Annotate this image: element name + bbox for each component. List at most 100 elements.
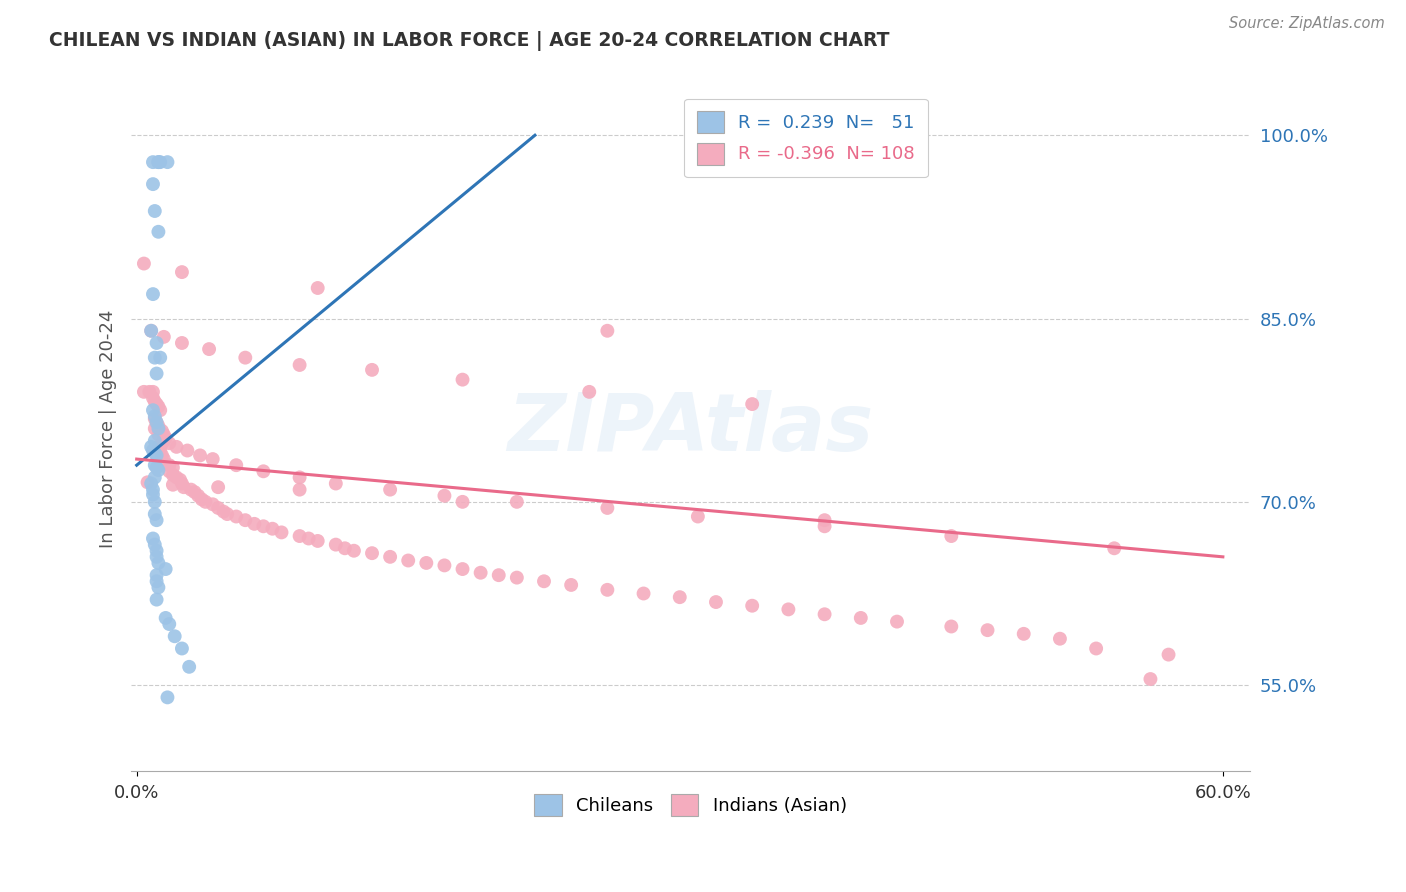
Legend: Chileans, Indians (Asian): Chileans, Indians (Asian) <box>527 787 853 823</box>
Point <box>148 427 170 442</box>
Point <box>813 519 835 533</box>
Point <box>138 384 160 399</box>
Point <box>132 256 155 270</box>
Point <box>145 367 167 381</box>
Point <box>176 443 198 458</box>
Point <box>157 464 180 478</box>
Point <box>143 507 166 521</box>
Point <box>148 155 170 169</box>
Point <box>145 416 167 430</box>
Point <box>142 532 165 546</box>
Point <box>173 480 195 494</box>
Point <box>145 568 167 582</box>
Point <box>148 581 170 595</box>
Point <box>941 529 963 543</box>
Point <box>143 446 166 460</box>
Point <box>148 419 170 434</box>
Point <box>560 578 582 592</box>
Point <box>132 384 155 399</box>
Point <box>157 617 180 632</box>
Point <box>307 533 329 548</box>
Point <box>150 424 173 438</box>
Point <box>361 546 384 560</box>
Point <box>252 464 274 478</box>
Point <box>142 443 165 458</box>
Point <box>170 641 193 656</box>
Point <box>148 225 170 239</box>
Point <box>163 629 186 643</box>
Point <box>157 436 180 450</box>
Point <box>153 452 176 467</box>
Point <box>433 489 456 503</box>
Point <box>191 492 214 507</box>
Point <box>596 500 619 515</box>
Point <box>150 449 173 463</box>
Point <box>188 449 211 463</box>
Point <box>145 574 167 589</box>
Point <box>378 549 401 564</box>
Point <box>233 351 256 365</box>
Point <box>886 615 908 629</box>
Point <box>143 394 166 409</box>
Point <box>1157 648 1180 662</box>
Point <box>596 582 619 597</box>
Point <box>149 443 172 458</box>
Point <box>145 449 167 463</box>
Point <box>153 330 176 344</box>
Point <box>142 287 165 301</box>
Point <box>325 538 347 552</box>
Point <box>145 336 167 351</box>
Text: 60.0%: 60.0% <box>1195 784 1251 803</box>
Point <box>141 324 163 338</box>
Text: 0.0%: 0.0% <box>114 784 159 803</box>
Point <box>201 452 224 467</box>
Point <box>180 483 202 497</box>
Point <box>143 421 166 435</box>
Point <box>183 485 205 500</box>
Point <box>704 595 727 609</box>
Point <box>333 541 356 556</box>
Point <box>142 177 165 191</box>
Point <box>142 391 165 405</box>
Point <box>142 483 165 497</box>
Point <box>1085 641 1108 656</box>
Point <box>156 690 179 705</box>
Point <box>941 619 963 633</box>
Point <box>288 470 311 484</box>
Point <box>233 513 256 527</box>
Point <box>194 495 217 509</box>
Point <box>145 513 167 527</box>
Point <box>596 324 619 338</box>
Point <box>170 476 193 491</box>
Point <box>166 440 188 454</box>
Point <box>198 342 221 356</box>
Point <box>162 477 184 491</box>
Point <box>378 483 401 497</box>
Point <box>470 566 492 580</box>
Point <box>252 519 274 533</box>
Point <box>148 556 170 570</box>
Point <box>170 336 193 351</box>
Point <box>143 434 166 448</box>
Point <box>778 602 800 616</box>
Point <box>148 400 170 414</box>
Point <box>143 409 166 424</box>
Point <box>307 281 329 295</box>
Point <box>225 509 247 524</box>
Point <box>633 586 655 600</box>
Point <box>1139 672 1161 686</box>
Point <box>396 553 419 567</box>
Point <box>145 549 167 564</box>
Point <box>506 571 529 585</box>
Point <box>145 416 167 430</box>
Point <box>1102 541 1125 556</box>
Point <box>325 476 347 491</box>
Point <box>288 358 311 372</box>
Point <box>270 525 292 540</box>
Point <box>225 458 247 473</box>
Point <box>201 497 224 511</box>
Point <box>162 467 184 482</box>
Point <box>148 463 170 477</box>
Point <box>451 495 474 509</box>
Point <box>813 607 835 622</box>
